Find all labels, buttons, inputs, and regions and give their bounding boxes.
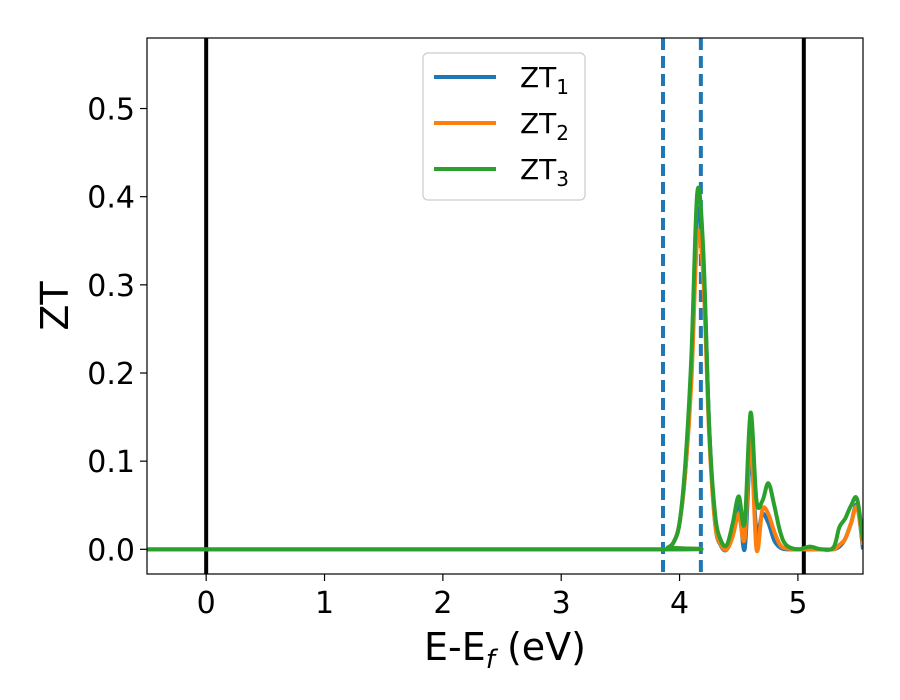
y-axis-label: ZT <box>33 281 77 331</box>
plot-frame <box>146 37 864 575</box>
series-layer <box>147 185 863 554</box>
x-tick-label: 4 <box>670 586 689 621</box>
series-line-3 <box>147 185 863 552</box>
legend-label-sub: 1 <box>556 75 569 99</box>
y-tick-label: 0.3 <box>87 269 135 304</box>
x-tick-label: 2 <box>433 586 452 621</box>
vertical-lines-layer <box>204 38 806 574</box>
y-tick-label: 0.5 <box>87 93 135 128</box>
x-tick-label: 5 <box>788 586 807 621</box>
legend-label-1: ZT1 <box>520 61 569 99</box>
y-tick-label: 0.1 <box>87 445 135 480</box>
y-tick-label: 0.4 <box>87 181 135 216</box>
ticks-layer: 0 1 2 3 4 5 0.0 0.1 0.2 0.3 0.4 0.5 <box>87 93 807 621</box>
x-axis-label-main: E-E <box>424 625 486 669</box>
legend-label-sub: 3 <box>556 167 569 191</box>
x-tick-label: 3 <box>552 586 571 621</box>
legend-label-main: ZT <box>520 153 557 186</box>
legend-label-sub: 2 <box>556 121 569 145</box>
x-tick-label: 0 <box>197 586 216 621</box>
legend-label-2: ZT2 <box>520 107 569 145</box>
legend-label-main: ZT <box>520 107 557 140</box>
y-tick-label: 0.0 <box>87 533 135 568</box>
legend-label-3: ZT3 <box>520 153 569 191</box>
legend-box <box>422 52 586 201</box>
legend-label-main: ZT <box>520 61 557 94</box>
x-tick-label: 1 <box>315 586 334 621</box>
x-axis-label: E-Ef (eV) <box>424 625 586 675</box>
y-tick-label: 0.2 <box>87 357 135 392</box>
x-axis-label-suffix: (eV) <box>495 625 586 669</box>
